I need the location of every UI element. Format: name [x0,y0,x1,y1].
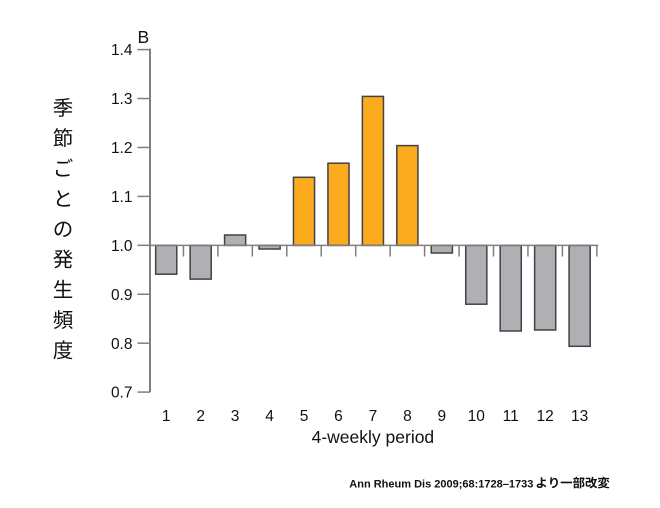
svg-text:1.1: 1.1 [111,189,133,206]
svg-text:3: 3 [231,408,240,425]
svg-text:1.0: 1.0 [111,238,133,255]
svg-text:12: 12 [537,408,554,425]
svg-text:4-weekly period: 4-weekly period [312,427,435,447]
svg-text:10: 10 [468,408,486,425]
svg-text:4: 4 [265,408,274,425]
svg-text:11: 11 [503,408,519,425]
svg-text:9: 9 [438,408,447,425]
svg-text:5: 5 [300,408,309,425]
svg-text:13: 13 [571,408,588,425]
svg-text:7: 7 [369,408,378,425]
svg-text:6: 6 [334,408,343,425]
svg-text:1.3: 1.3 [111,91,133,108]
svg-text:1.2: 1.2 [111,140,133,157]
svg-text:1: 1 [162,408,171,425]
svg-text:2: 2 [196,408,205,425]
svg-text:1.4: 1.4 [111,42,133,59]
svg-text:8: 8 [403,408,412,425]
svg-text:B: B [138,27,150,47]
svg-text:0.9: 0.9 [111,287,133,304]
svg-text:0.7: 0.7 [111,385,133,402]
svg-text:Ann Rheum Dis 2009;68:1728–173: Ann Rheum Dis 2009;68:1728–1733 [349,478,533,490]
svg-text:0.8: 0.8 [111,336,133,353]
